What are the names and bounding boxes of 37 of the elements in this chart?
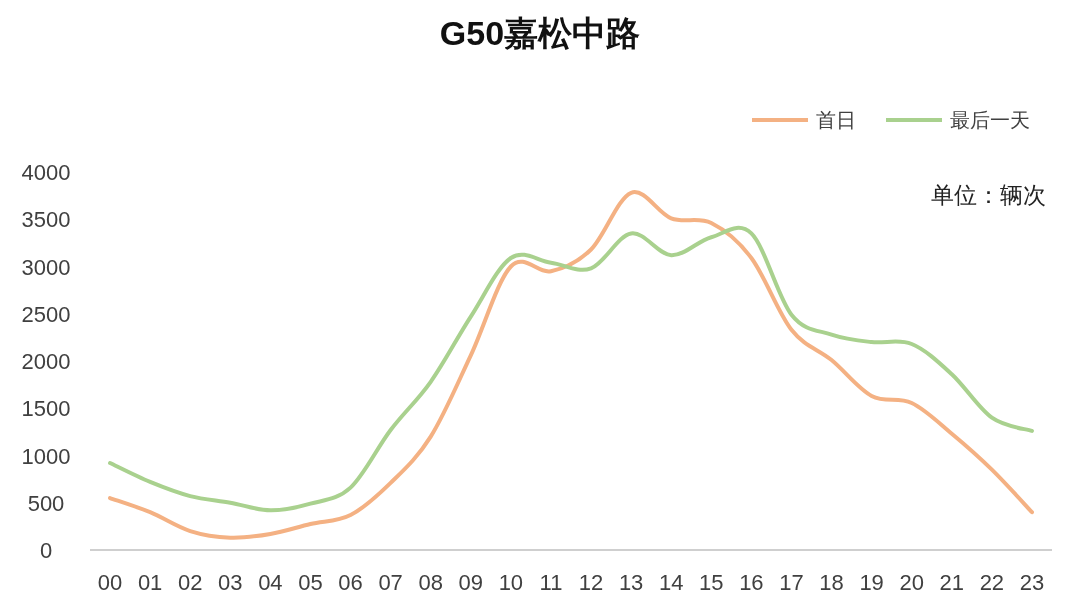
x-tick-label: 22 [979, 570, 1005, 595]
x-tick-label: 06 [338, 570, 363, 595]
x-tick-label: 21 [939, 570, 965, 595]
x-tick-label: 19 [859, 570, 884, 595]
x-tick-label: 02 [177, 570, 203, 595]
y-tick-label: 3000 [21, 254, 71, 280]
chart-title: G50嘉松中路 [439, 14, 641, 52]
x-tick-label: 03 [218, 570, 243, 595]
y-tick-label: 2500 [21, 301, 71, 327]
legend-label: 首日 [816, 109, 856, 131]
x-tick-label: 08 [418, 570, 443, 595]
x-tick-label: 00 [97, 570, 123, 595]
x-tick-label: 05 [298, 570, 323, 595]
legend-label: 最后一天 [950, 109, 1030, 131]
x-tick-label: 14 [658, 570, 684, 595]
x-tick-label: 23 [1019, 570, 1045, 595]
x-tick-label: 09 [458, 570, 484, 595]
x-tick-label: 17 [779, 570, 804, 595]
y-tick-label: 0 [39, 538, 53, 563]
x-tick-label: 15 [699, 570, 724, 595]
y-tick-label: 2000 [21, 349, 71, 374]
x-tick-label: 20 [899, 570, 924, 595]
x-tick-label: 01 [137, 570, 163, 595]
x-tick-label: 18 [819, 570, 844, 595]
x-tick-label: 13 [618, 570, 644, 595]
y-tick-label: 1000 [21, 443, 71, 469]
y-tick-label: 4000 [21, 160, 71, 185]
y-tick-label: 3500 [21, 207, 71, 233]
x-tick-label: 10 [498, 570, 524, 595]
x-tick-label: 11 [539, 570, 563, 595]
y-tick-label: 500 [27, 490, 65, 516]
x-tick-label: 12 [578, 570, 604, 595]
y-tick-label: 1500 [21, 396, 71, 422]
x-tick-label: 16 [739, 570, 764, 595]
x-tick-label: 07 [378, 570, 403, 595]
annotation: 单位：辆次 [931, 182, 1046, 208]
x-tick-label: 04 [258, 570, 283, 595]
